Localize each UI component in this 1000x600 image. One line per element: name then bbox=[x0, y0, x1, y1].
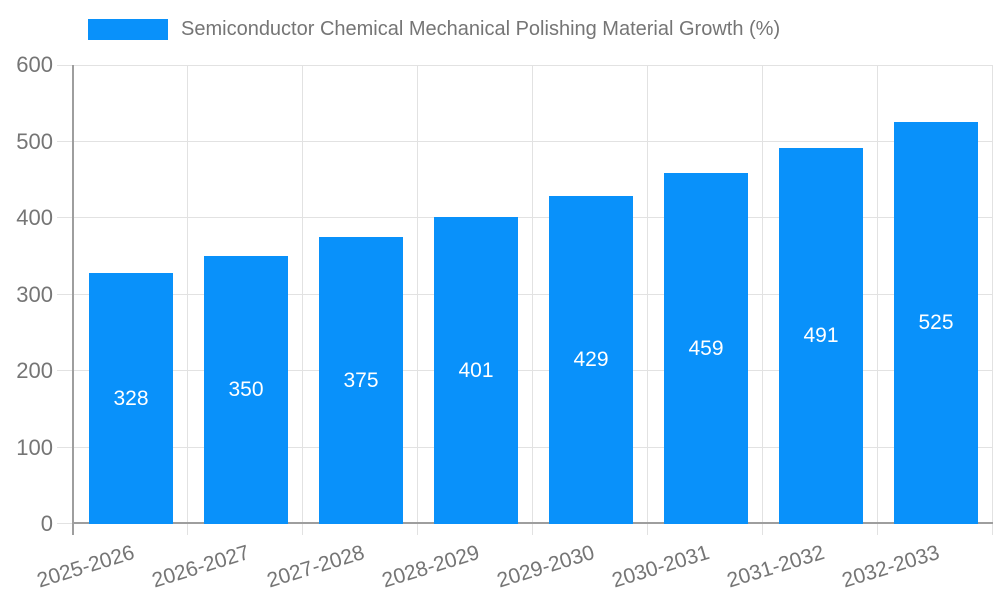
legend-swatch-icon bbox=[88, 18, 168, 40]
v-gridline bbox=[532, 65, 533, 535]
y-tick-label: 200 bbox=[16, 358, 53, 383]
y-tick-label: 0 bbox=[40, 511, 53, 536]
y-tick bbox=[57, 217, 73, 218]
bar-value-label: 375 bbox=[343, 368, 379, 392]
y-tick bbox=[57, 294, 73, 295]
y-axis-line bbox=[72, 65, 74, 535]
legend-label: Semiconductor Chemical Mechanical Polish… bbox=[181, 18, 781, 40]
bar-value-label: 525 bbox=[918, 311, 954, 334]
y-tick bbox=[57, 141, 73, 142]
bar[interactable]: 375 bbox=[319, 237, 403, 524]
bar-value-label: 429 bbox=[573, 348, 609, 371]
x-tick-label: 2029-2030 bbox=[494, 541, 598, 593]
x-tick-label: 2026-2027 bbox=[149, 541, 253, 593]
y-tick-label: 100 bbox=[16, 435, 53, 460]
bar[interactable]: 525 bbox=[894, 122, 978, 524]
bar[interactable]: 491 bbox=[779, 148, 863, 524]
h-gridline bbox=[73, 294, 993, 295]
h-gridline bbox=[73, 65, 993, 66]
y-tick-label: 300 bbox=[16, 282, 53, 307]
y-tick-label: 600 bbox=[16, 52, 53, 77]
v-gridline bbox=[302, 65, 303, 535]
x-tick-label: 2030-2031 bbox=[609, 541, 713, 593]
v-gridline bbox=[187, 65, 188, 535]
plot-area: 328 350 375 401 429 459 491 525 bbox=[57, 65, 993, 535]
chart-legend: Semiconductor Chemical Mechanical Polish… bbox=[88, 17, 780, 41]
x-tick-label: 2025-2026 bbox=[34, 541, 138, 593]
h-gridline bbox=[73, 447, 993, 448]
y-tick bbox=[57, 447, 73, 448]
bar[interactable]: 429 bbox=[549, 196, 633, 524]
h-gridline bbox=[73, 370, 993, 371]
v-gridline bbox=[762, 65, 763, 535]
v-gridline bbox=[417, 65, 418, 535]
h-gridline bbox=[73, 217, 993, 218]
x-tick-label: 2027-2028 bbox=[264, 541, 368, 593]
v-gridline bbox=[877, 65, 878, 535]
y-tick bbox=[57, 523, 73, 524]
x-tick-label: 2031-2032 bbox=[724, 541, 828, 593]
x-tick-label: 2032-2033 bbox=[839, 541, 943, 593]
x-tick-label: 2028-2029 bbox=[379, 541, 483, 593]
y-tick bbox=[57, 370, 73, 371]
y-tick-label: 400 bbox=[16, 205, 53, 230]
bar[interactable]: 459 bbox=[664, 173, 748, 524]
bar-value-label: 491 bbox=[803, 324, 839, 347]
h-gridline bbox=[73, 141, 993, 142]
y-tick bbox=[57, 65, 73, 66]
bar-value-label: 401 bbox=[458, 358, 494, 382]
v-gridline bbox=[647, 65, 648, 535]
y-tick-label: 500 bbox=[16, 129, 53, 154]
bar[interactable]: 401 bbox=[434, 217, 518, 524]
bar-value-label: 328 bbox=[113, 386, 149, 410]
v-gridline bbox=[992, 65, 993, 535]
bar-value-label: 350 bbox=[228, 378, 264, 401]
x-axis-line bbox=[73, 522, 993, 524]
bar[interactable]: 350 bbox=[204, 256, 288, 524]
bar[interactable]: 328 bbox=[89, 273, 173, 524]
bar-value-label: 459 bbox=[688, 336, 724, 360]
